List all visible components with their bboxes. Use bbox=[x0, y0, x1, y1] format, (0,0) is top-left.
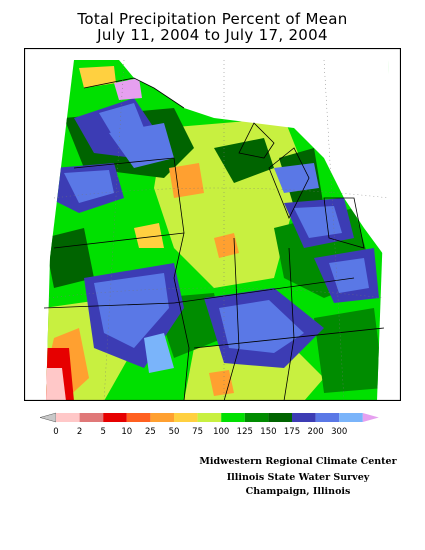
credit-line-2: Illinois State Water Survey bbox=[226, 472, 370, 483]
legend-swatch bbox=[174, 413, 198, 422]
map-border bbox=[24, 48, 401, 401]
color-legend: 0 2 5 10 25 50 75 100 125 150 175 200 300 bbox=[39, 412, 379, 437]
legend-label: 2 bbox=[77, 427, 82, 437]
legend-label: 175 bbox=[284, 427, 300, 437]
legend-swatch bbox=[315, 413, 340, 422]
map-date-range: July 11, 2004 to July 17, 2004 bbox=[97, 26, 328, 44]
legend-swatch bbox=[150, 413, 174, 422]
legend-label: 125 bbox=[237, 427, 253, 437]
legend-arrow-left bbox=[39, 412, 57, 423]
map-title: Total Precipitation Percent of Mean bbox=[77, 10, 348, 28]
state-boundaries bbox=[43, 77, 385, 401]
precipitation-field bbox=[46, 60, 389, 401]
legend-label: 200 bbox=[307, 427, 323, 437]
legend-swatch bbox=[126, 413, 151, 422]
legend-label: 100 bbox=[213, 427, 229, 437]
legend-label: 75 bbox=[192, 427, 203, 437]
credit-line-3: Champaign, Illinois bbox=[245, 486, 351, 497]
precipitation-map bbox=[24, 48, 401, 401]
legend-arrow-right bbox=[362, 413, 379, 422]
legend-swatch bbox=[221, 413, 245, 422]
graticule bbox=[48, 59, 390, 401]
credit-line-1: Midwestern Regional Climate Center bbox=[199, 456, 397, 467]
legend-swatch bbox=[268, 413, 292, 422]
legend-label: 5 bbox=[100, 427, 105, 437]
legend-swatch bbox=[292, 413, 316, 422]
legend-label: 300 bbox=[331, 427, 347, 437]
legend-swatch bbox=[56, 413, 80, 422]
legend-label: 25 bbox=[145, 427, 156, 437]
legend-swatch bbox=[103, 413, 127, 422]
legend-label: 150 bbox=[260, 427, 276, 437]
legend-label: 0 bbox=[53, 427, 58, 437]
legend-swatch bbox=[197, 413, 222, 422]
legend-label: 10 bbox=[121, 427, 132, 437]
legend-label: 50 bbox=[169, 427, 180, 437]
legend-swatch bbox=[244, 413, 269, 422]
legend-swatch bbox=[79, 413, 104, 422]
legend-swatch bbox=[339, 413, 363, 422]
